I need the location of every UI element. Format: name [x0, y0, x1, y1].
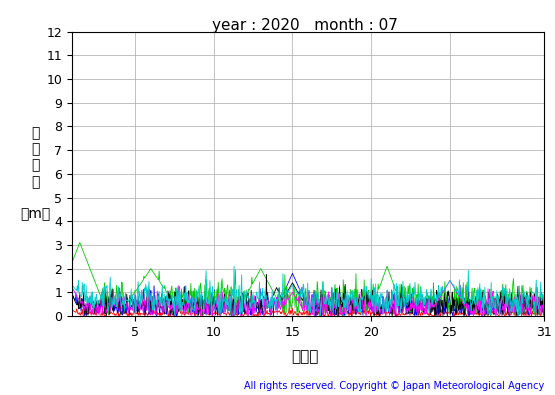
石廀崎 [289, 301, 295, 306]
経ヶ尌 [408, 292, 415, 296]
唐桑 [70, 296, 77, 301]
唐桑 [420, 308, 427, 313]
唐桑 [271, 295, 278, 300]
石廀崎 [419, 308, 426, 313]
Text: All rights reserved. Copyright © Japan Meteorological Agency: All rights reserved. Copyright © Japan M… [244, 381, 544, 391]
上ノ国 [420, 310, 427, 315]
生月島 [541, 301, 547, 306]
経ヶ尌 [433, 314, 440, 318]
石廀崎 [541, 299, 547, 303]
屋久島 [70, 285, 77, 290]
Line: 上ノ国: 上ノ国 [72, 307, 544, 316]
経ヶ尌 [541, 313, 547, 318]
屋久島 [317, 313, 324, 318]
唐桑 [289, 271, 296, 276]
Line: 経ヶ尌: 経ヶ尌 [72, 274, 544, 316]
屋久島 [541, 306, 547, 310]
生月島 [135, 301, 142, 306]
Line: 屋久島: 屋久島 [72, 266, 544, 316]
生月島 [407, 299, 414, 303]
経ヶ尌 [69, 292, 75, 297]
唐桑 [541, 312, 547, 317]
唐桑 [289, 273, 295, 277]
生月島 [70, 289, 77, 293]
屋久島 [69, 283, 75, 288]
経ヶ尌 [70, 297, 77, 301]
屋久島 [271, 298, 278, 303]
生月島 [447, 278, 453, 283]
上ノ国 [70, 309, 77, 314]
屋久島 [408, 296, 415, 301]
石廀崎 [135, 283, 142, 288]
経ヶ尌 [271, 291, 278, 295]
屋久島 [231, 264, 238, 269]
石廀崎 [69, 260, 75, 265]
経ヶ尌 [289, 282, 295, 286]
石廀崎 [408, 304, 415, 308]
Y-axis label: 有
義
波
高

（m）: 有 義 波 高 （m） [21, 126, 51, 221]
唐桑 [408, 311, 415, 316]
生月島 [479, 314, 486, 318]
石廀崎 [77, 240, 83, 245]
上ノ国 [289, 308, 295, 313]
石廀崎 [70, 255, 77, 260]
屋久島 [420, 305, 427, 310]
唐桑 [135, 299, 142, 304]
生月島 [288, 292, 295, 297]
生月島 [270, 296, 277, 301]
経ヶ尌 [263, 272, 270, 276]
経ヶ尌 [135, 294, 142, 299]
上ノ国 [69, 308, 75, 312]
生月島 [69, 285, 75, 290]
Text: （日）: （日） [291, 350, 319, 365]
上ノ国 [270, 311, 277, 316]
唐桑 [69, 292, 75, 297]
生月島 [418, 301, 425, 305]
屋久島 [135, 279, 142, 284]
唐桑 [270, 314, 277, 318]
Line: 唐桑: 唐桑 [72, 273, 544, 316]
上ノ国 [135, 313, 142, 318]
Line: 石廀崎: 石廀崎 [72, 243, 544, 316]
上ノ国 [541, 312, 547, 316]
石廀崎 [481, 314, 487, 318]
石廀崎 [271, 291, 278, 296]
Text: year : 2020   month : 07: year : 2020 month : 07 [213, 18, 398, 33]
屋久島 [289, 284, 295, 289]
上ノ国 [377, 314, 384, 318]
経ヶ尌 [419, 304, 426, 308]
Line: 生月島: 生月島 [72, 280, 544, 316]
上ノ国 [408, 312, 415, 316]
上ノ国 [286, 305, 292, 309]
